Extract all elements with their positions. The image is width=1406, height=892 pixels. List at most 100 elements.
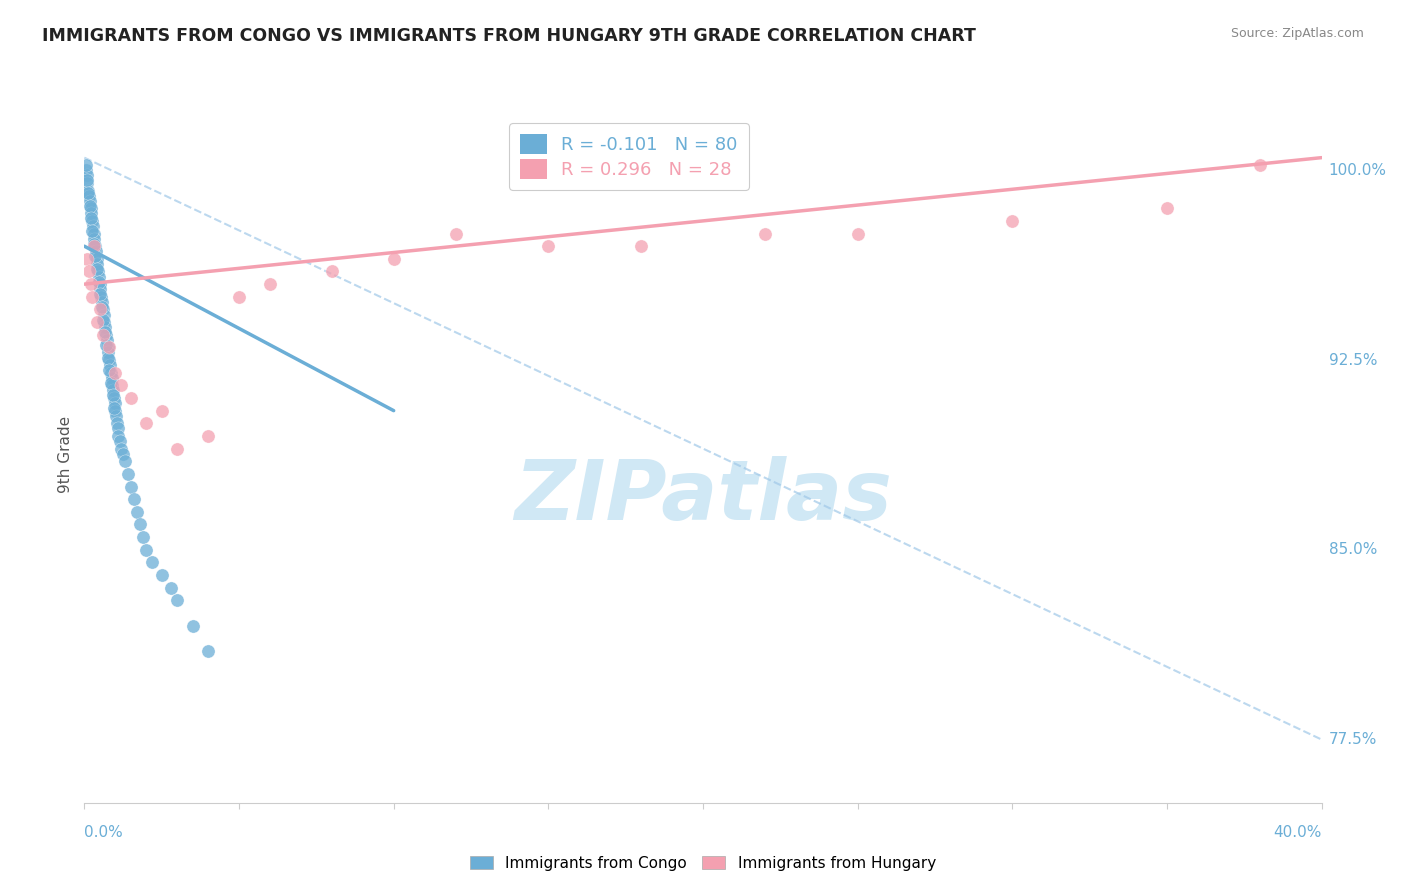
Point	[83, 239, 105, 253]
Point	[100, 376, 122, 390]
Point	[135, 542, 157, 557]
Point	[84, 244, 107, 259]
Point	[77, 186, 100, 200]
Point	[112, 447, 135, 461]
Point	[77, 184, 100, 198]
Point	[86, 257, 108, 271]
Point	[75, 163, 97, 178]
Point	[89, 302, 111, 317]
Text: 77.5%: 77.5%	[1329, 732, 1376, 747]
Point	[86, 252, 108, 266]
Point	[89, 277, 111, 292]
Point	[104, 403, 127, 417]
Point	[259, 277, 281, 292]
Point	[86, 315, 108, 329]
Text: 85.0%: 85.0%	[1329, 542, 1376, 558]
Point	[94, 325, 117, 339]
Text: IMMIGRANTS FROM CONGO VS IMMIGRANTS FROM HUNGARY 9TH GRADE CORRELATION CHART: IMMIGRANTS FROM CONGO VS IMMIGRANTS FROM…	[42, 27, 976, 45]
Point	[135, 417, 157, 431]
Point	[83, 231, 105, 245]
Point	[117, 467, 139, 481]
Point	[91, 312, 114, 326]
Point	[91, 302, 114, 317]
Point	[150, 403, 173, 417]
Point	[101, 384, 124, 398]
Point	[82, 214, 104, 228]
Point	[79, 194, 101, 208]
Point	[150, 568, 173, 582]
Point	[181, 618, 204, 632]
Point	[93, 308, 115, 322]
Point	[129, 517, 152, 532]
Point	[110, 442, 132, 456]
Point	[87, 275, 110, 289]
Point	[98, 363, 121, 377]
Point	[132, 530, 155, 544]
Point	[321, 264, 343, 278]
Point	[104, 409, 127, 423]
Point	[77, 264, 100, 278]
Point	[89, 287, 111, 301]
Point	[80, 211, 103, 226]
Point	[100, 366, 122, 380]
Text: 92.5%: 92.5%	[1329, 352, 1376, 368]
Point	[114, 454, 136, 468]
Point	[103, 401, 125, 416]
Point	[98, 358, 121, 372]
Point	[75, 158, 97, 172]
Point	[94, 320, 117, 334]
Point	[166, 593, 188, 607]
Point	[197, 429, 219, 443]
Point	[90, 290, 112, 304]
Point	[93, 315, 115, 329]
Point	[84, 249, 107, 263]
Point	[141, 556, 163, 570]
Point	[76, 169, 98, 183]
Point	[846, 227, 869, 241]
Point	[120, 479, 142, 493]
Point	[105, 417, 128, 431]
Point	[89, 282, 111, 296]
Point	[537, 239, 560, 253]
Point	[82, 224, 104, 238]
Point	[76, 252, 98, 266]
Point	[96, 338, 118, 352]
Point	[101, 378, 124, 392]
Point	[1156, 201, 1178, 215]
Point	[197, 644, 219, 658]
Text: ZIPatlas: ZIPatlas	[515, 456, 891, 537]
Point	[76, 176, 98, 190]
Point	[97, 351, 120, 365]
Point	[228, 290, 250, 304]
Point	[166, 442, 188, 456]
Point	[107, 429, 129, 443]
Point	[110, 378, 132, 392]
Legend: R = -0.101   N = 80, R = 0.296   N = 28: R = -0.101 N = 80, R = 0.296 N = 28	[509, 123, 748, 190]
Point	[103, 391, 125, 405]
Point	[97, 345, 120, 359]
Point	[94, 327, 117, 342]
Point	[98, 353, 121, 368]
Text: 40.0%: 40.0%	[1274, 825, 1322, 840]
Point	[89, 269, 111, 284]
Point	[104, 366, 127, 380]
Point	[98, 340, 121, 354]
Point	[82, 219, 104, 233]
Point	[1249, 158, 1271, 172]
Point	[630, 239, 652, 253]
Text: Source: ZipAtlas.com: Source: ZipAtlas.com	[1230, 27, 1364, 40]
Point	[86, 262, 108, 277]
Point	[101, 388, 124, 402]
Point	[120, 391, 142, 405]
Point	[82, 290, 104, 304]
Point	[79, 199, 101, 213]
Point	[444, 227, 467, 241]
Point	[77, 188, 100, 202]
Point	[76, 173, 98, 187]
Point	[122, 492, 145, 507]
Point	[754, 227, 776, 241]
Point	[96, 340, 118, 354]
Point	[87, 264, 110, 278]
Point	[79, 277, 101, 292]
Point	[91, 327, 114, 342]
